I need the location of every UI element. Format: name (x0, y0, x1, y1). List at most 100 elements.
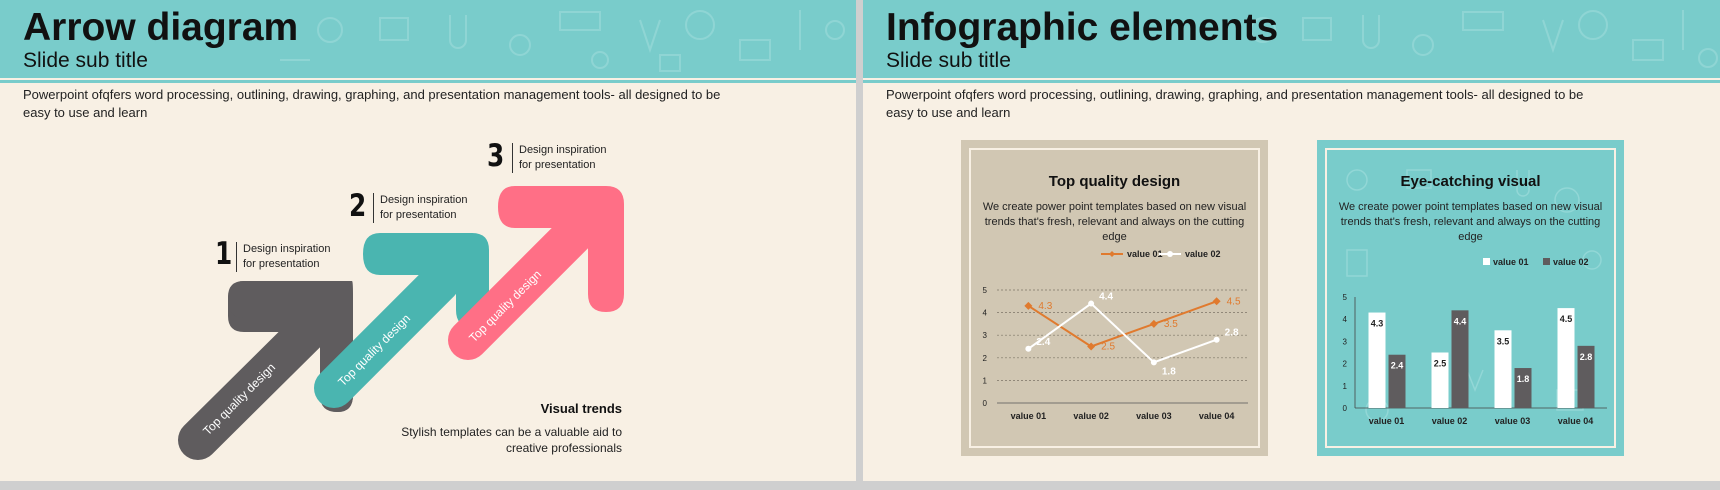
bar (1431, 352, 1449, 408)
step-1-line-1: Design inspiration (243, 243, 331, 255)
data-label: 2.5 (1101, 342, 1115, 353)
y-tick-label: 4 (983, 309, 988, 318)
data-point (1150, 359, 1157, 366)
legend-label: value 02 (1185, 249, 1221, 259)
y-tick-label: 1 (1343, 382, 1348, 391)
bottom-band (0, 481, 1720, 490)
visual-trends-text: Stylish templates can be a valuable aid … (401, 425, 622, 455)
bar (1514, 368, 1532, 408)
data-label: 4.5 (1560, 314, 1573, 324)
legend-label: value 01 (1493, 257, 1529, 267)
x-tick-label: value 02 (1073, 411, 1109, 421)
y-tick-label: 3 (1343, 337, 1348, 346)
legend-marker (1167, 251, 1173, 257)
card-frame (1325, 148, 1616, 448)
card-top-quality-design: Top quality design We create power point… (961, 140, 1268, 456)
step-3-line-2: for presentation (519, 159, 596, 171)
data-point (1212, 297, 1221, 306)
data-label: 4.4 (1099, 292, 1113, 303)
y-tick-label: 2 (1343, 360, 1348, 369)
legend-marker (1109, 251, 1115, 257)
line-chart: 0 1 2 3 4 5 value 01 value 02 value 03 value 04 4.… (983, 249, 1248, 421)
step-text-1: Design inspiration for presentation (236, 242, 330, 272)
x-tick-label: value 01 (1369, 416, 1405, 426)
legend-marker (1543, 258, 1550, 265)
x-tick-label: value 02 (1432, 416, 1468, 426)
data-label: 1.8 (1517, 374, 1530, 384)
data-label: 4.3 (1038, 301, 1052, 312)
step-text-3: Design inspiration for presentation (512, 143, 606, 173)
step-2-line-1: Design inspiration (380, 194, 468, 206)
bar (1388, 354, 1406, 408)
card-text: We create power point templates based on… (1338, 201, 1603, 243)
slide-subtitle: Slide sub title (886, 49, 1011, 72)
x-tick-label: value 03 (1495, 416, 1531, 426)
series-line-1 (1027, 300, 1217, 348)
visual-trends-title: Visual trends (540, 401, 622, 416)
step-number-1: 1 (215, 236, 233, 272)
x-tick-label: value 04 (1558, 416, 1594, 426)
bar (1368, 312, 1386, 408)
data-label: 1.8 (1162, 366, 1176, 377)
legend-label: value 02 (1553, 257, 1589, 267)
data-point (1024, 301, 1033, 310)
data-point (1088, 300, 1095, 307)
y-tick-label: 2 (983, 354, 988, 363)
bar (1494, 330, 1512, 408)
intro-text: Powerpoint ofqfers word processing, outl… (23, 87, 721, 120)
data-label: 2.8 (1225, 328, 1239, 339)
x-tick-label: value 03 (1136, 411, 1172, 421)
bar-chart: 0 1 2 3 4 5 value 01 4.3 2.4 value 02 2.5 4.4 value … (1343, 257, 1607, 426)
data-label: 4.5 (1227, 296, 1241, 307)
data-point (1149, 319, 1158, 328)
y-tick-label: 0 (1343, 404, 1348, 413)
bar (1577, 345, 1595, 408)
step-number-2: 2 (349, 188, 367, 224)
y-tick-label: 0 (983, 399, 988, 408)
header-divider (0, 80, 856, 83)
header-band: Infographic elements Slide sub title (863, 0, 1720, 78)
data-point (1213, 336, 1220, 343)
card-title: Eye-catching visual (1400, 173, 1541, 190)
y-tick-label: 4 (1343, 315, 1348, 324)
data-point (1025, 345, 1032, 352)
x-tick-label: value 04 (1199, 411, 1235, 421)
step-number-3: 3 (487, 138, 505, 174)
data-label: 2.5 (1434, 359, 1447, 369)
arrow-3: Top quality design (448, 186, 624, 360)
step-2-line-2: for presentation (380, 209, 457, 221)
slide-title: Infographic elements (886, 6, 1279, 49)
data-label: 2.4 (1391, 361, 1404, 371)
data-label: 2.4 (1036, 337, 1050, 348)
header-band: Arrow diagram Slide sub title (0, 0, 856, 78)
data-label: 4.4 (1454, 316, 1467, 326)
data-label: 3.5 (1497, 336, 1510, 346)
step-text-2: Design inspiration for presentation (373, 193, 467, 223)
y-tick-label: 5 (1343, 293, 1348, 302)
arrow-diagram: Top quality design Top quality design To… (178, 186, 624, 460)
arrow-2: Top quality design (314, 233, 489, 408)
card-eye-catching-visual: Eye-catching visual We create power poin… (1317, 140, 1624, 456)
bar (1451, 310, 1469, 408)
step-3-line-1: Design inspiration (519, 144, 607, 156)
card-title: Top quality design (1048, 173, 1181, 190)
step-1-line-2: for presentation (243, 258, 320, 270)
slide-arrow-diagram: Arrow diagram Slide sub title Powerpoint… (0, 0, 856, 481)
x-tick-label: value 01 (1011, 411, 1047, 421)
intro-text: Powerpoint ofqfers word processing, outl… (886, 87, 1584, 120)
science-pattern (280, 10, 845, 72)
legend-marker (1483, 258, 1490, 265)
bar (1557, 308, 1575, 408)
series-line-2 (1027, 302, 1217, 364)
slide-infographic-elements: Infographic elements Slide sub title Pow… (863, 0, 1720, 481)
slide-subtitle: Slide sub title (23, 49, 148, 72)
legend-label: value 01 (1127, 249, 1163, 259)
card-text: We create power point templates based on… (982, 201, 1247, 243)
y-tick-label: 5 (983, 286, 988, 295)
header-divider (863, 80, 1720, 83)
card-frame (969, 148, 1260, 448)
slide-title: Arrow diagram (23, 6, 299, 49)
y-tick-label: 1 (983, 376, 988, 385)
science-pattern (1250, 10, 1718, 68)
data-label: 4.3 (1371, 319, 1384, 329)
